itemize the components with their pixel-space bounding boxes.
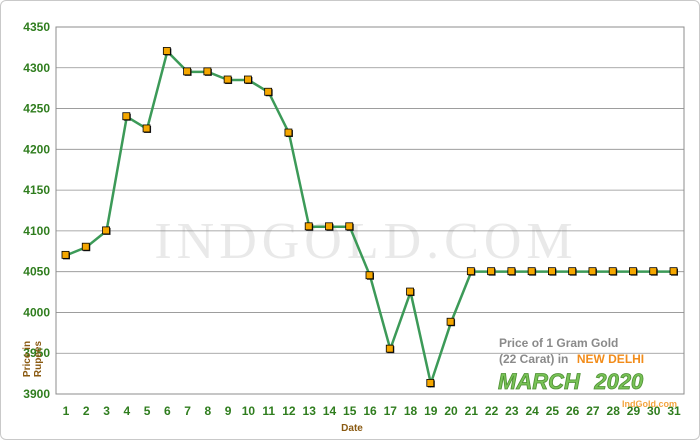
data-point [568,267,577,276]
data-point [507,267,516,276]
x-tick-label: 15 [343,404,357,418]
data-point [142,124,151,133]
x-tick-label: 14 [323,404,337,418]
data-point [325,222,333,231]
y-tick-label: 4250 [23,102,50,116]
x-axis-title: Date [341,423,363,434]
data-point [608,267,617,276]
data-point [203,67,212,76]
caption-line-2: (22 Carat) in NEW DELHI [499,350,644,367]
x-tick-label: 24 [525,404,539,418]
y-tick-label: 4300 [23,61,50,75]
data-point [264,87,273,96]
data-point [406,287,414,296]
x-tick-label: 28 [607,404,621,418]
caption-period: MARCH 2020 [498,369,644,394]
data-point [304,222,313,231]
y-axis-ticks: 3900 3950 4000 4050 4100 4150 4200 4250 4300 4350 [23,20,50,401]
y-tick-label: 3900 [23,387,50,401]
x-tick-label: 5 [144,404,151,418]
y-tick-label: 4000 [23,305,50,319]
data-point [102,226,110,235]
watermark: INDGOLD.COM [154,213,577,270]
y-axis-title: Price inRupees [22,341,44,378]
data-point [548,267,556,276]
caption-carat: (22 Carat) in [499,352,568,366]
caption-month: MARCH [498,369,581,394]
x-tick-label: 17 [384,404,398,418]
data-point [162,47,171,55]
y-tick-label: 3950 [23,346,50,360]
x-tick-label: 26 [566,404,580,418]
x-tick-label: 31 [667,404,681,418]
data-point [426,378,435,387]
caption-box: Price of 1 Gram Gold (22 Carat) in NEW D… [498,336,677,409]
y-tick-label: 4150 [23,183,50,197]
data-point [487,267,496,276]
data-point [527,267,536,276]
y-axis-title-line: Rupees [33,341,44,378]
data-point [284,128,293,137]
x-tick-label: 29 [627,404,641,418]
x-tick-label: 13 [303,404,317,418]
data-point [385,344,394,353]
data-point [81,242,90,251]
data-point [243,75,252,84]
caption-line-1: Price of 1 Gram Gold [499,336,618,350]
x-tick-label: 23 [505,404,519,418]
x-tick-label: 18 [404,404,418,418]
y-tick-label: 4200 [23,142,50,156]
caption-city: NEW DELHI [577,352,644,366]
x-tick-label: 2 [83,404,90,418]
x-tick-label: 6 [164,404,171,418]
y-tick-label: 4350 [23,20,50,34]
data-point [669,267,678,276]
data-point [365,271,374,280]
caption-year: 2020 [593,369,644,394]
data-point [345,222,354,231]
x-tick-label: 1 [63,404,70,418]
x-tick-label: 7 [184,404,191,418]
x-tick-label: 22 [485,404,499,418]
x-tick-label: 25 [546,404,560,418]
x-tick-label: 19 [424,404,438,418]
x-tick-label: 30 [647,404,661,418]
x-tick-label: 3 [103,404,110,418]
y-axis-title-line: Price in [22,341,33,377]
data-point [588,267,597,276]
x-tick-label: 20 [444,404,458,418]
x-tick-label: 16 [363,404,377,418]
plot-border [55,26,685,395]
x-tick-label: 9 [225,404,232,418]
data-markers [61,47,678,388]
x-tick-label: 27 [586,404,600,418]
data-point [466,267,475,276]
data-point [61,250,70,259]
x-tick-label: 8 [205,404,212,418]
data-point [446,317,455,326]
x-tick-label: 11 [262,404,275,418]
x-tick-label: 21 [465,404,479,418]
x-tick-label: 4 [123,404,130,418]
x-axis-ticks: 1 2 3 4 5 6 7 8 9 10 11 12 13 14 15 16 17 18 19 20 21 22 23 24 2… [63,404,681,418]
x-tick-label: 12 [282,404,296,418]
gridlines [56,67,684,354]
data-point [183,67,192,76]
y-tick-label: 4100 [23,224,50,238]
data-point [122,112,131,121]
data-point [629,267,637,276]
x-tick-label: 10 [242,404,256,418]
data-point [223,75,232,84]
y-tick-label: 4050 [23,265,50,279]
caption-site: IndGold.com [622,399,677,409]
data-point [649,267,658,276]
